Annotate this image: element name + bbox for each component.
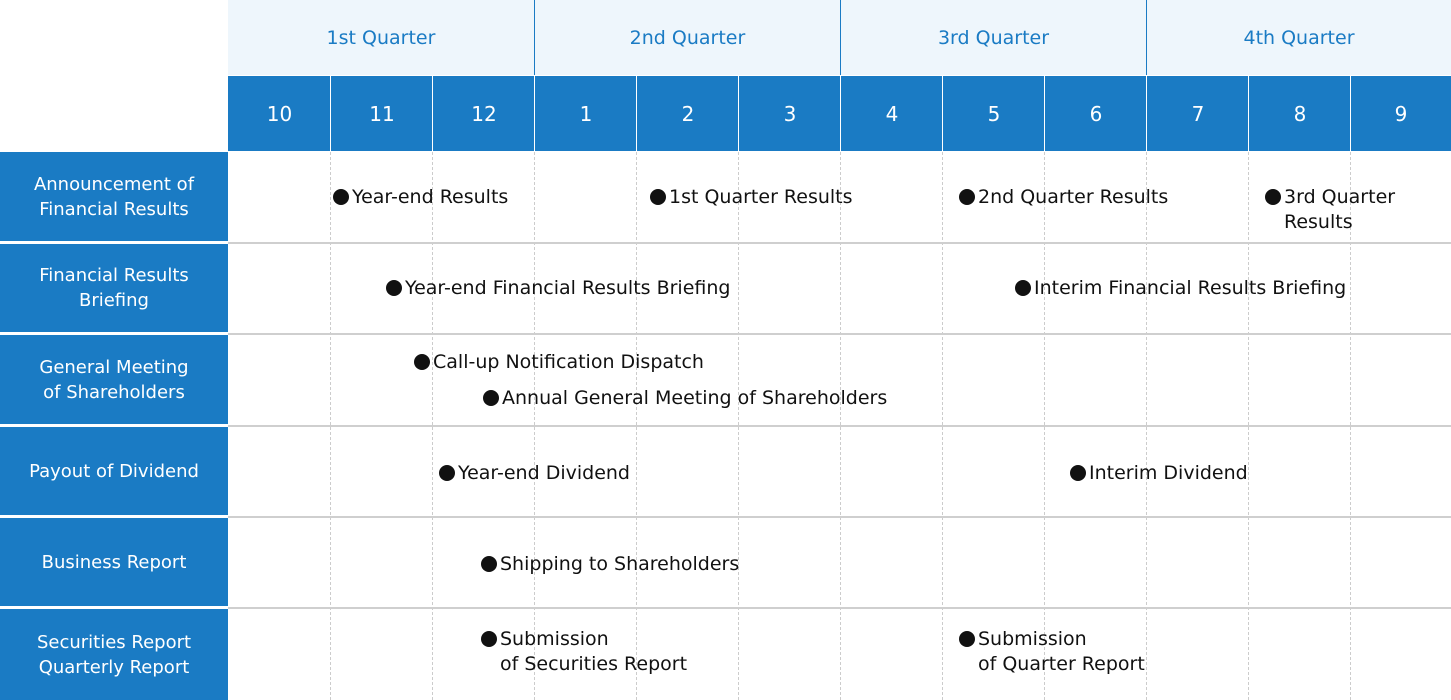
event-year-end-results: Year-end Results — [333, 185, 508, 210]
event-interim-dividend: Interim Dividend — [1070, 461, 1248, 486]
month-header: 6 — [1044, 76, 1147, 151]
bullet-dot-icon — [333, 189, 349, 205]
month-header: 1 — [534, 76, 637, 151]
quarter-header-3: 3rd Quarter — [841, 0, 1147, 75]
event-label: Year-end Results — [352, 186, 509, 208]
bullet-dot-icon — [1070, 465, 1086, 481]
event-label: Submission of Securities Report — [500, 628, 688, 675]
month-header: 11 — [330, 76, 433, 151]
event-year-end-dividend: Year-end Dividend — [439, 461, 630, 486]
event-annual-general-meeting: Annual General Meeting of Shareholders — [483, 386, 887, 411]
month-header: 10 — [228, 76, 331, 151]
row-label-results-briefing: Financial Results Briefing — [0, 244, 228, 332]
quarter-header-2: 2nd Quarter — [535, 0, 841, 75]
event-1st-quarter-results: 1st Quarter Results — [650, 185, 853, 210]
event-label: Year-end Dividend — [458, 462, 630, 484]
row-divider — [228, 333, 1451, 335]
month-header: 12 — [432, 76, 535, 151]
row-label-general-meeting: General Meeting of Shareholders — [0, 335, 228, 424]
bullet-dot-icon — [481, 556, 497, 572]
event-3rd-quarter-results: 3rd Quarter Results — [1265, 185, 1395, 235]
bullet-dot-icon — [1015, 280, 1031, 296]
event-label: 2nd Quarter Results — [978, 186, 1169, 208]
bullet-dot-icon — [439, 465, 455, 481]
bullet-dot-icon — [650, 189, 666, 205]
event-submission-quarter-report: Submission of Quarter Report — [959, 627, 1145, 677]
quarter-header-4: 4th Quarter — [1147, 0, 1451, 75]
row-label-dividend: Payout of Dividend — [0, 427, 228, 515]
event-submission-securities-report: Submission of Securities Report — [481, 627, 687, 677]
event-2nd-quarter-results: 2nd Quarter Results — [959, 185, 1168, 210]
row-divider — [228, 425, 1451, 427]
event-label: Interim Financial Results Briefing — [1034, 277, 1347, 299]
event-label: Submission of Quarter Report — [978, 628, 1145, 675]
month-header: 8 — [1248, 76, 1351, 151]
event-call-up-notification: Call-up Notification Dispatch — [414, 350, 704, 375]
event-label: 3rd Quarter Results — [1284, 186, 1396, 233]
event-interim-briefing: Interim Financial Results Briefing — [1015, 276, 1346, 301]
event-shipping-to-shareholders: Shipping to Shareholders — [481, 552, 739, 577]
row-label-business-report: Business Report — [0, 518, 228, 606]
row-divider — [228, 242, 1451, 244]
quarter-header-1: 1st Quarter — [228, 0, 535, 75]
row-label-securities-report: Securities Report Quarterly Report — [0, 609, 228, 700]
bullet-dot-icon — [959, 631, 975, 647]
month-header: 5 — [942, 76, 1045, 151]
bullet-dot-icon — [414, 354, 430, 370]
month-header: 3 — [738, 76, 841, 151]
month-header: 2 — [636, 76, 739, 151]
row-divider — [228, 516, 1451, 518]
event-label: Call-up Notification Dispatch — [433, 351, 704, 373]
row-divider — [228, 607, 1451, 609]
event-label: Annual General Meeting of Shareholders — [502, 387, 888, 409]
month-header: 7 — [1146, 76, 1249, 151]
event-label: 1st Quarter Results — [669, 186, 853, 208]
event-label: Interim Dividend — [1089, 462, 1248, 484]
bullet-dot-icon — [959, 189, 975, 205]
bullet-dot-icon — [483, 390, 499, 406]
event-label: Shipping to Shareholders — [500, 553, 740, 575]
bullet-dot-icon — [386, 280, 402, 296]
month-header: 4 — [840, 76, 943, 151]
bullet-dot-icon — [481, 631, 497, 647]
row-label-financial-results: Announcement of Financial Results — [0, 152, 228, 241]
event-year-end-briefing: Year-end Financial Results Briefing — [386, 276, 730, 301]
month-header: 9 — [1350, 76, 1451, 151]
bullet-dot-icon — [1265, 189, 1281, 205]
event-label: Year-end Financial Results Briefing — [405, 277, 731, 299]
